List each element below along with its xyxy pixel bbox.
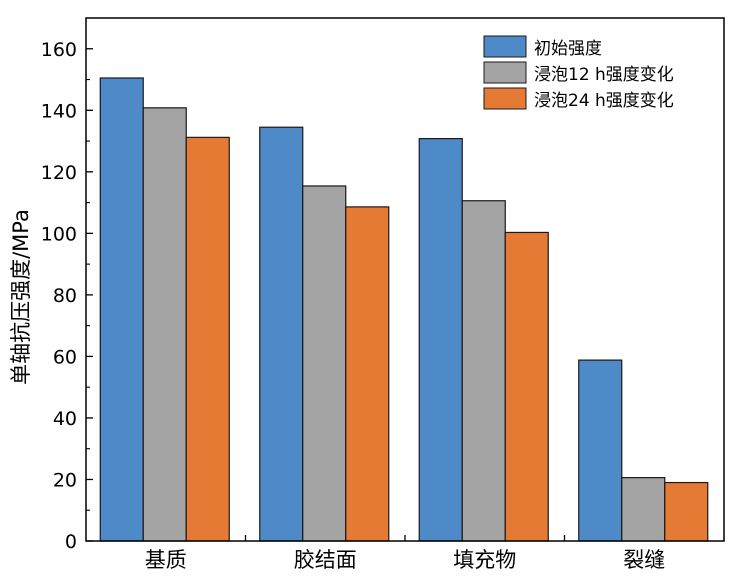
legend-swatch-12-h — [483, 61, 527, 84]
bar-12-h-cat-3 — [621, 477, 666, 542]
x-tick-label-2: 填充物 — [453, 548, 516, 572]
x-tick-label-1: 胶结面 — [294, 548, 357, 572]
bar-12-h-cat-2 — [461, 200, 506, 542]
legend-label-24-h: 浸泡24 h强度变化 — [534, 91, 674, 111]
legend-label-12-h: 浸泡12 h强度变化 — [534, 65, 674, 85]
bar-0-cat-3 — [578, 359, 623, 542]
x-tick-label-0: 基质 — [145, 548, 187, 572]
bars-layer — [99, 77, 709, 542]
y-axis-title: 单轴抗压强度/MPa — [9, 209, 33, 385]
legend-swatch-24-h — [483, 87, 527, 110]
y-tick-label-60: 60 — [53, 346, 77, 368]
legend-swatch-0 — [483, 35, 527, 58]
y-tick-label-20: 20 — [53, 469, 77, 491]
y-tick-label-140: 140 — [41, 100, 77, 122]
y-tick-label-80: 80 — [53, 285, 77, 307]
legend-label-0: 初始强度 — [534, 39, 602, 59]
bar-0-cat-1 — [259, 126, 304, 542]
bar-24-h-cat-3 — [664, 481, 709, 542]
x-tick-label-3: 裂缝 — [623, 548, 665, 572]
y-tick-label-40: 40 — [53, 408, 77, 430]
y-tick-label-0: 0 — [65, 531, 77, 553]
axes-layer: 基质 胶结面 填充物 裂缝 0 20 40 60 80 100 120 140 160 — [41, 17, 725, 572]
bar-12-h-cat-0 — [142, 107, 187, 542]
bar-24-h-cat-0 — [185, 136, 230, 542]
bar-24-h-cat-2 — [504, 231, 549, 542]
bar-0-cat-2 — [418, 137, 463, 542]
bar-24-h-cat-1 — [345, 206, 390, 542]
bar-0-cat-0 — [99, 77, 144, 542]
y-tick-label-160: 160 — [41, 39, 77, 61]
y-tick-label-120: 120 — [41, 162, 77, 184]
bar-12-h-cat-1 — [302, 185, 347, 542]
y-tick-label-100: 100 — [41, 223, 77, 245]
